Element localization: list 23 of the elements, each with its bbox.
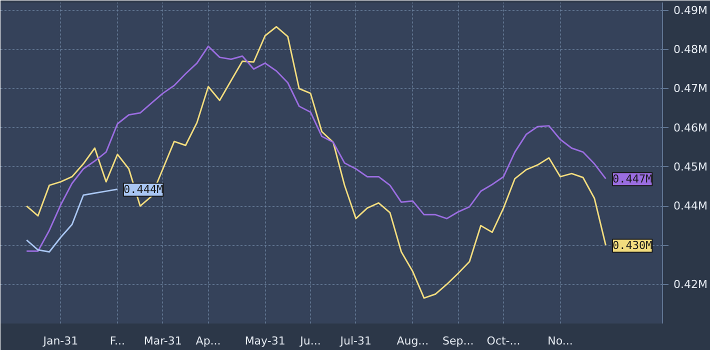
x-tick-label: Ju... — [299, 334, 321, 348]
y-tick-label: 0.44M — [674, 200, 708, 213]
data-label: 0.430M — [612, 239, 653, 252]
y-tick-label: 0.48M — [674, 42, 708, 56]
x-tick-label: Ap... — [196, 334, 221, 348]
line-series — [26, 46, 606, 252]
line-series — [26, 26, 606, 299]
x-tick-label: F... — [110, 334, 125, 348]
x-tick-label: May-31 — [244, 334, 286, 348]
x-tick-label: Oct-... — [486, 334, 520, 348]
x-tick-label: Aug... — [396, 334, 429, 348]
y-tick-label: 0.47M — [674, 82, 708, 96]
x-tick-label: Jan-31 — [42, 334, 78, 348]
y-tick-label: 0.46M — [674, 121, 708, 134]
x-tick-label: No... — [548, 334, 573, 348]
data-label: 0.447M — [612, 172, 653, 186]
x-tick-label: Mar-31 — [144, 334, 182, 348]
y-tick-label: 0.45M — [674, 160, 708, 174]
x-tick-label: Sep... — [442, 334, 474, 348]
line-series — [26, 188, 118, 253]
y-tick-label: 0.49M — [674, 4, 708, 17]
y-tick-label: 0.42M — [674, 278, 708, 291]
x-tick-label: Jul-31 — [339, 334, 372, 348]
